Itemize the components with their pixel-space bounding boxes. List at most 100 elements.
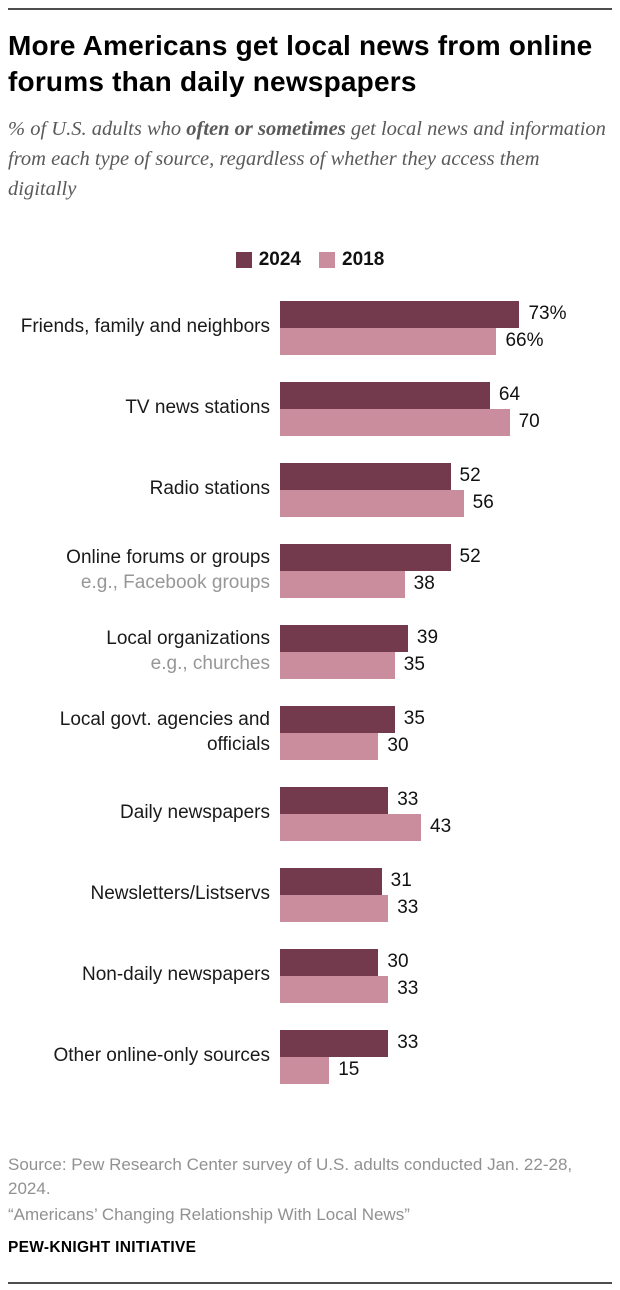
bar-2024 — [280, 300, 520, 328]
value-label-2018: 43 — [430, 816, 452, 838]
legend-swatch-2024 — [235, 251, 252, 268]
value-label-2018: 33 — [397, 978, 419, 1000]
chart-row: Radio stations 52 56 — [8, 462, 612, 517]
category-label-text: Daily newspapers — [120, 802, 270, 824]
bar-line-2018: 70 — [280, 408, 612, 436]
category-label-text: Other online-only sources — [53, 1045, 271, 1067]
value-label-2024: 52 — [459, 465, 481, 487]
chart-row: Local organizations e.g., churches 39 35 — [8, 624, 612, 679]
bar-2024 — [280, 786, 389, 814]
category-label-text: Friends, family and neighbors — [20, 316, 270, 338]
value-label-2018: 70 — [518, 411, 540, 433]
bar-2018 — [280, 327, 497, 355]
value-label-2018: 15 — [338, 1059, 360, 1081]
chart-row: TV news stations 64 70 — [8, 381, 612, 436]
bar-group: 31 33 — [280, 867, 612, 922]
bar-2018 — [280, 408, 510, 436]
bar-line-2018: 30 — [280, 732, 612, 760]
bar-line-2024: 35 — [280, 705, 612, 733]
value-label-2024: 52 — [459, 546, 481, 568]
bar-line-2018: 43 — [280, 813, 612, 841]
bar-group: 52 38 — [280, 543, 612, 598]
bar-2018 — [280, 1056, 330, 1084]
legend-label-2024: 2024 — [258, 248, 301, 270]
bar-line-2024: 31 — [280, 867, 612, 895]
bar-line-2024: 30 — [280, 948, 612, 976]
legend-item-2018: 2018 — [319, 249, 384, 271]
bar-line-2018: 66% — [280, 327, 612, 355]
bar-group: 35 30 — [280, 705, 612, 760]
category-label-text: Non-daily newspapers — [82, 964, 270, 986]
category-label: Local organizations e.g., churches — [8, 627, 280, 676]
chart-row: Daily newspapers 33 43 — [8, 786, 612, 841]
bar-group: 64 70 — [280, 381, 612, 436]
category-label-text: TV news stations — [125, 397, 270, 419]
bar-line-2024: 52 — [280, 462, 612, 490]
value-label-2024: 35 — [403, 708, 425, 730]
chart-row: Other online-only sources 33 15 — [8, 1029, 612, 1084]
bar-line-2018: 35 — [280, 651, 612, 679]
bar-line-2018: 15 — [280, 1056, 612, 1084]
value-label-2018: 35 — [403, 654, 425, 676]
bar-2018 — [280, 651, 395, 679]
bar-2024 — [280, 624, 408, 652]
bar-line-2024: 52 — [280, 543, 612, 571]
value-label-2018: 33 — [397, 897, 419, 919]
top-rule — [8, 8, 612, 10]
bar-2018 — [280, 813, 422, 841]
bar-line-2024: 33 — [280, 1029, 612, 1057]
bar-2024 — [280, 705, 395, 733]
category-label: Daily newspapers — [8, 801, 280, 826]
category-label: TV news stations — [8, 396, 280, 421]
legend-label-2018: 2018 — [342, 248, 385, 270]
bar-line-2024: 39 — [280, 624, 612, 652]
chart-row: Friends, family and neighbors 73% 66% — [8, 300, 612, 355]
bar-line-2024: 64 — [280, 381, 612, 409]
value-label-2018: 56 — [472, 492, 494, 514]
bar-line-2024: 33 — [280, 786, 612, 814]
value-label-2018: 38 — [413, 573, 435, 595]
category-label: Local govt. agencies and officials — [8, 708, 280, 757]
value-label-2018: 66% — [505, 330, 544, 352]
bar-2024 — [280, 381, 490, 409]
subtitle-part2: get local news and information from each… — [8, 117, 606, 201]
chart-row: Online forums or groups e.g., Facebook gr… — [8, 543, 612, 598]
bar-2018 — [280, 894, 389, 922]
category-label: Newsletters/Listservs — [8, 882, 280, 907]
bar-2018 — [280, 489, 464, 517]
value-label-2024: 33 — [397, 789, 419, 811]
chart: Friends, family and neighbors 73% 66% TV ne… — [8, 300, 612, 1111]
bar-group: 33 15 — [280, 1029, 612, 1084]
category-label: Other online-only sources — [8, 1044, 280, 1069]
value-label-2024: 64 — [498, 384, 521, 406]
bar-line-2024: 73% — [280, 300, 612, 328]
chart-legend: 2024 2018 — [8, 249, 612, 271]
chart-subtitle: % of U.S. adults who often or sometimes … — [8, 114, 612, 205]
bar-line-2018: 56 — [280, 489, 612, 517]
bar-2024 — [280, 867, 382, 895]
value-label-2024: 39 — [416, 627, 439, 649]
value-label-2024: 31 — [390, 870, 412, 892]
chart-row: Non-daily newspapers 30 33 — [8, 948, 612, 1003]
category-label: Non-daily newspapers — [8, 963, 280, 988]
legend-item-2024: 2024 — [235, 248, 301, 271]
value-label-2024: 33 — [397, 1032, 419, 1054]
brand-label: PEW-KNIGHT INITIATIVE — [8, 1239, 197, 1257]
bar-group: 30 33 — [280, 948, 612, 1003]
category-label-text: Local organizations — [106, 627, 270, 649]
category-label: Radio stations — [8, 477, 280, 502]
bar-2018 — [280, 975, 389, 1003]
bar-2024 — [280, 948, 379, 976]
category-sublabel: e.g., churches — [150, 652, 270, 674]
subtitle-part1: % of U.S. adults who — [8, 117, 187, 140]
bar-line-2018: 33 — [280, 894, 612, 922]
value-label-2024: 73% — [528, 303, 567, 325]
bar-line-2018: 33 — [280, 975, 612, 1003]
report-title-note: “Americans’ Changing Relationship With L… — [8, 1204, 410, 1224]
value-label-2024: 30 — [387, 951, 409, 973]
bar-group: 52 56 — [280, 462, 612, 517]
category-label-text: Online forums or groups — [66, 546, 270, 568]
category-label: Online forums or groups e.g., Facebook gr… — [8, 546, 280, 595]
bottom-rule — [8, 1282, 612, 1284]
bar-2024 — [280, 1029, 389, 1057]
